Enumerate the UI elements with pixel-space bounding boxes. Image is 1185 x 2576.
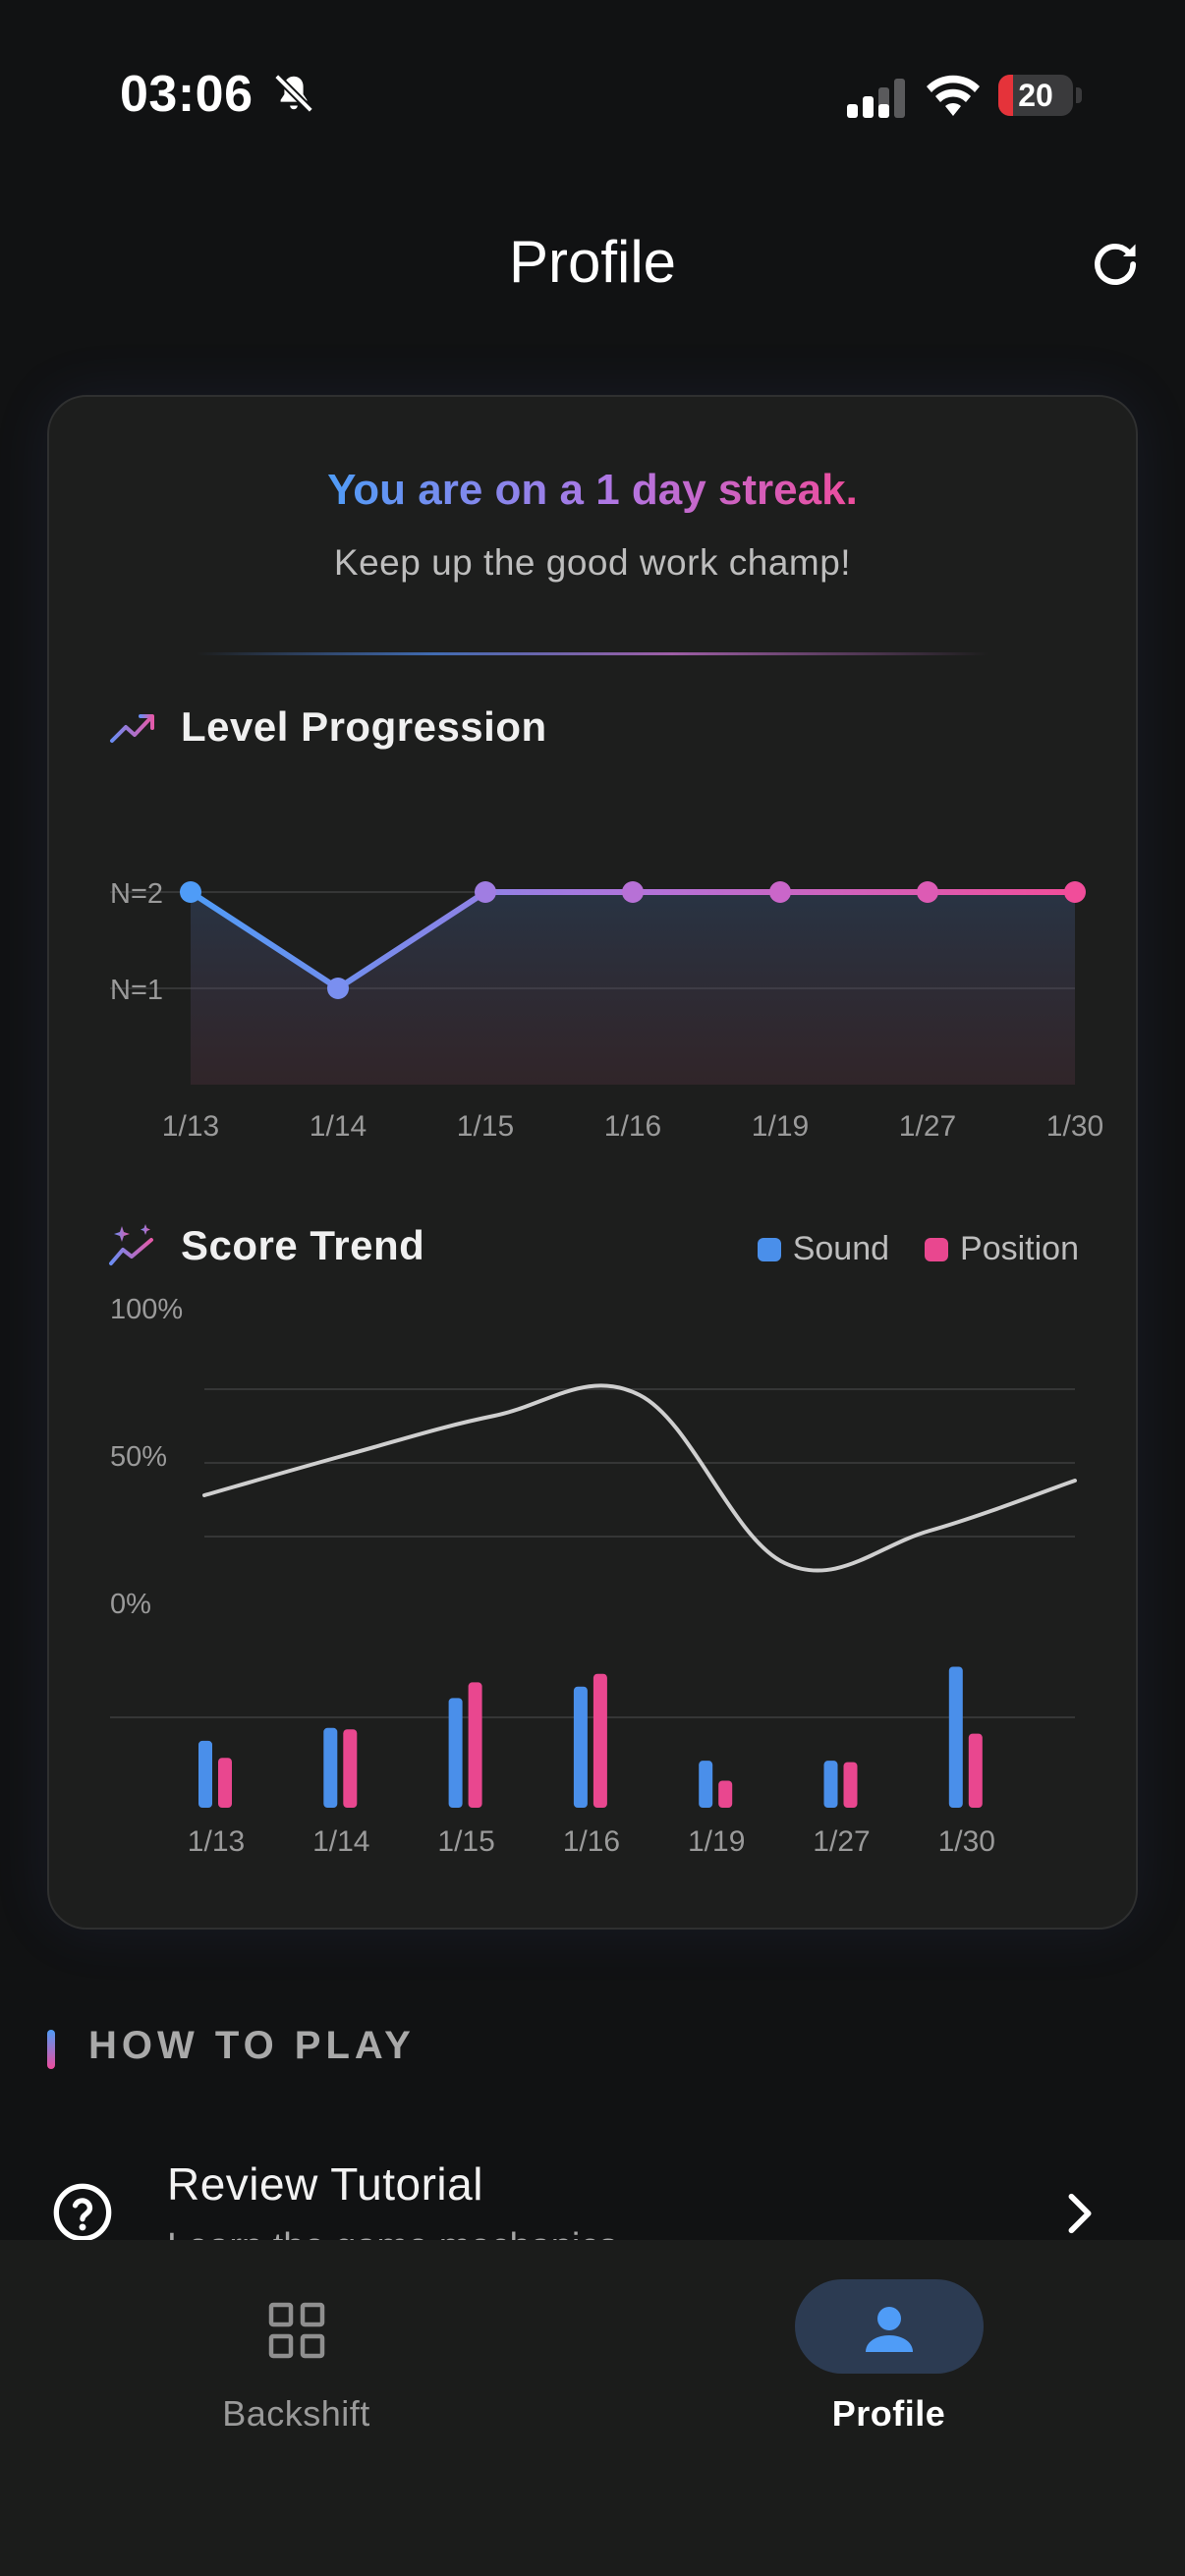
score-trend-line	[202, 1383, 1077, 1573]
bar-sound	[573, 1686, 588, 1808]
cellular-signal-icon	[847, 79, 905, 118]
legend-label-position: Position	[960, 1230, 1079, 1267]
trending-up-icon	[110, 714, 154, 743]
streak-title: You are on a 1 day streak.	[327, 466, 858, 514]
battery-fill	[998, 75, 1014, 116]
trend-y-tick: 100%	[110, 1294, 183, 1325]
trend-x-tick: 1/14	[312, 1825, 369, 1858]
level-progression-header: Level Progression	[108, 703, 547, 751]
level-x-tick: 1/30	[1046, 1110, 1103, 1143]
level-point	[769, 881, 791, 903]
level-point	[475, 881, 496, 903]
wifi-icon	[927, 75, 980, 116]
score-trend-legend: Sound Position	[722, 1230, 1079, 1268]
legend-swatch-sound	[757, 1237, 781, 1261]
score-trend-chart: 100% 50% 0% 1/13 1/14 1/15 1/16 1/19 1/27 1/30	[110, 1294, 1077, 1858]
bell-off-icon	[274, 74, 313, 113]
trend-x-tick: 1/16	[563, 1825, 620, 1858]
level-point	[180, 881, 201, 903]
bar-position	[592, 1673, 607, 1808]
nav-item-backshift[interactable]: Backshift	[0, 2240, 592, 2476]
trend-y-tick: 50%	[110, 1441, 167, 1473]
trend-x-tick: 1/19	[688, 1825, 745, 1858]
trend-x-tick: 1/30	[938, 1825, 995, 1858]
bar-sound	[699, 1761, 713, 1808]
level-y-tick: N=1	[110, 975, 163, 1006]
how-to-play-label: HOW TO PLAY	[88, 2024, 416, 2067]
level-x-tick: 1/19	[752, 1110, 809, 1143]
bar-position	[218, 1758, 232, 1808]
level-x-tick: 1/15	[457, 1110, 514, 1143]
gradient-divider	[197, 652, 988, 655]
legend-item-position: Position	[925, 1230, 1079, 1268]
nav-item-profile[interactable]: Profile	[592, 2240, 1185, 2476]
nav-label-backshift: Backshift	[222, 2393, 370, 2434]
level-x-tick: 1/13	[162, 1110, 219, 1143]
level-x-tick: 1/27	[899, 1110, 956, 1143]
legend-swatch-position	[925, 1237, 949, 1261]
status-time: 03:06	[120, 66, 254, 123]
stats-card: You are on a 1 day streak. Keep up the g…	[47, 395, 1138, 1930]
battery-indicator: 20	[998, 75, 1082, 116]
level-point	[327, 978, 349, 999]
bar-sound	[823, 1761, 838, 1808]
bar-sound	[948, 1666, 963, 1808]
bar-sound	[198, 1740, 212, 1808]
chevron-right-icon	[1068, 2193, 1092, 2234]
level-y-tick: N=2	[110, 878, 163, 910]
help-circle-icon	[53, 2183, 112, 2242]
level-point	[1064, 881, 1086, 903]
level-area	[191, 892, 1075, 1085]
page-title: Profile	[508, 229, 677, 295]
bottom-navigation: Backshift Profile	[0, 2240, 1185, 2576]
level-point	[917, 881, 938, 903]
nav-label-profile: Profile	[831, 2393, 946, 2434]
score-trend-header: Score Trend	[108, 1222, 424, 1269]
bar-position	[718, 1780, 733, 1808]
streak-subtitle: Keep up the good work champ!	[333, 542, 852, 583]
bar-position	[343, 1729, 358, 1808]
score-trend-title: Score Trend	[181, 1222, 425, 1268]
review-tutorial-row[interactable]: Review Tutorial Learn the game mechanics	[0, 2132, 1185, 2268]
charts-canvas: N=2 N=1 1/13 1/14 1/15 1/16 1/19 1/27 1/30 100% 5…	[110, 878, 1103, 1858]
legend-label-sound: Sound	[792, 1230, 890, 1267]
bar-position	[468, 1682, 482, 1808]
trend-x-tick: 1/13	[188, 1825, 245, 1858]
bar-position	[968, 1733, 983, 1808]
section-accent-bar	[47, 2030, 55, 2069]
grid-icon	[268, 2302, 325, 2359]
trend-y-tick: 0%	[110, 1589, 151, 1620]
trend-x-tick: 1/27	[813, 1825, 870, 1858]
level-progression-chart: N=2 N=1 1/13 1/14 1/15 1/16 1/19 1/27 1/30	[110, 878, 1103, 1143]
level-x-tick: 1/16	[604, 1110, 661, 1143]
person-icon	[866, 2307, 913, 2352]
bar-sound	[448, 1698, 463, 1808]
refresh-icon[interactable]	[1087, 236, 1144, 293]
level-point	[622, 881, 644, 903]
level-progression-title: Level Progression	[181, 703, 547, 750]
level-x-tick: 1/14	[310, 1110, 367, 1143]
battery-percent: 20	[1018, 78, 1053, 113]
review-tutorial-title: Review Tutorial	[167, 2158, 483, 2210]
bar-sound	[323, 1727, 338, 1808]
trend-x-tick: 1/15	[437, 1825, 494, 1858]
sparkle-trend-icon	[109, 1224, 153, 1265]
bar-position	[843, 1762, 858, 1808]
legend-item-sound: Sound	[757, 1230, 890, 1268]
